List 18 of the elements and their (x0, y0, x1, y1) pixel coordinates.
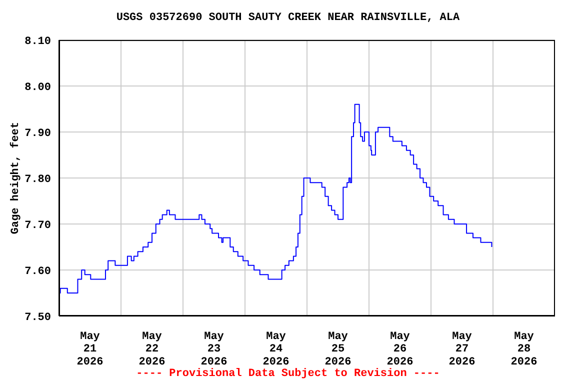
chart-title: USGS 03572690 SOUTH SAUTY CREEK NEAR RAINSVILLE, ALA (115, 12, 461, 24)
y-tick-label: 7.90 (24, 128, 51, 140)
y-tick-label: 7.80 (24, 174, 51, 186)
y-tick-label: 7.60 (24, 266, 51, 278)
x-tick-label: May 24 2026 (262, 331, 290, 368)
y-axis-title: Gage height, feet (8, 122, 22, 234)
y-tick-label: 8.10 (24, 36, 51, 48)
y-tick-label: 7.70 (24, 220, 51, 232)
x-tick-label: May 22 2026 (138, 331, 166, 368)
x-tick-label: May 28 2026 (510, 331, 538, 368)
y-tick-label: 8.00 (24, 82, 51, 94)
x-tick-label: May 21 2026 (76, 331, 104, 368)
x-tick-label: May 27 2026 (448, 331, 476, 368)
y-tick-label: 7.50 (24, 312, 51, 324)
text: ---- Provisional Data Subject to Revision ---- (135, 368, 441, 380)
x-tick-label: May 26 2026 (386, 331, 414, 368)
x-tick-label: May 25 2026 (324, 331, 352, 368)
x-tick-label: May 23 2026 (200, 331, 228, 368)
